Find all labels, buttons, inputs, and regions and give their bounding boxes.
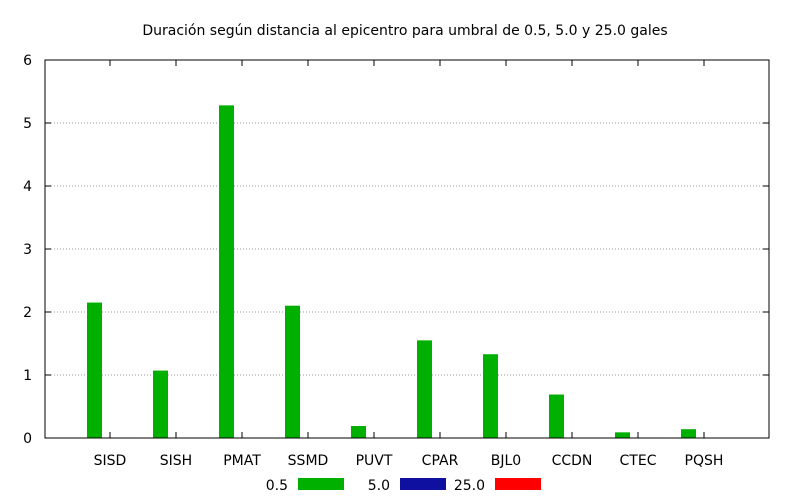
- bars: [87, 105, 696, 439]
- bar: [615, 432, 630, 438]
- y-tick-label: 6: [23, 53, 32, 69]
- bar: [285, 305, 300, 438]
- x-tick-label: PMAT: [223, 453, 261, 469]
- legend-swatch: [495, 478, 541, 490]
- legend-swatch: [298, 478, 344, 490]
- grid-lines: [45, 122, 769, 376]
- legend: 0.5 5.0 25.0: [266, 478, 541, 494]
- bar: [87, 302, 102, 438]
- y-tick-label: 0: [23, 431, 32, 447]
- x-tick-label: CPAR: [422, 453, 459, 469]
- x-tick-label: CCDN: [552, 453, 593, 469]
- y-tick-label: 4: [23, 179, 32, 195]
- legend-label: 0.5: [266, 478, 288, 494]
- x-tick-label: SISH: [160, 453, 192, 469]
- bar: [681, 429, 696, 438]
- x-tick-label: SSMD: [288, 453, 329, 469]
- x-tick-label: SISD: [94, 453, 127, 469]
- x-tick-label: BJL0: [491, 453, 521, 469]
- bar: [153, 370, 168, 438]
- legend-label: 5.0: [368, 478, 390, 494]
- legend-label: 25.0: [454, 478, 485, 494]
- bar: [417, 340, 432, 438]
- plot-frame: [44, 59, 770, 439]
- y-axis-ticks: 0 1 2 3 4 5 6: [23, 53, 769, 447]
- legend-swatch: [400, 478, 446, 490]
- y-tick-label: 2: [23, 305, 32, 321]
- x-axis-ticks: SISD SISH PMAT SSMD PUVT CPAR BJL0 CCDN CTEC PQSH: [94, 60, 724, 469]
- y-tick-label: 1: [23, 368, 32, 384]
- x-tick-label: PUVT: [356, 453, 393, 469]
- bar: [219, 105, 234, 439]
- x-tick-label: CTEC: [620, 453, 657, 469]
- bar: [351, 426, 366, 438]
- bar: [483, 354, 498, 438]
- bar: [549, 394, 564, 438]
- chart-title: Duración según distancia al epicentro pa…: [142, 23, 667, 39]
- y-tick-label: 3: [23, 242, 32, 258]
- x-tick-label: PQSH: [685, 453, 724, 469]
- y-tick-label: 5: [23, 116, 32, 132]
